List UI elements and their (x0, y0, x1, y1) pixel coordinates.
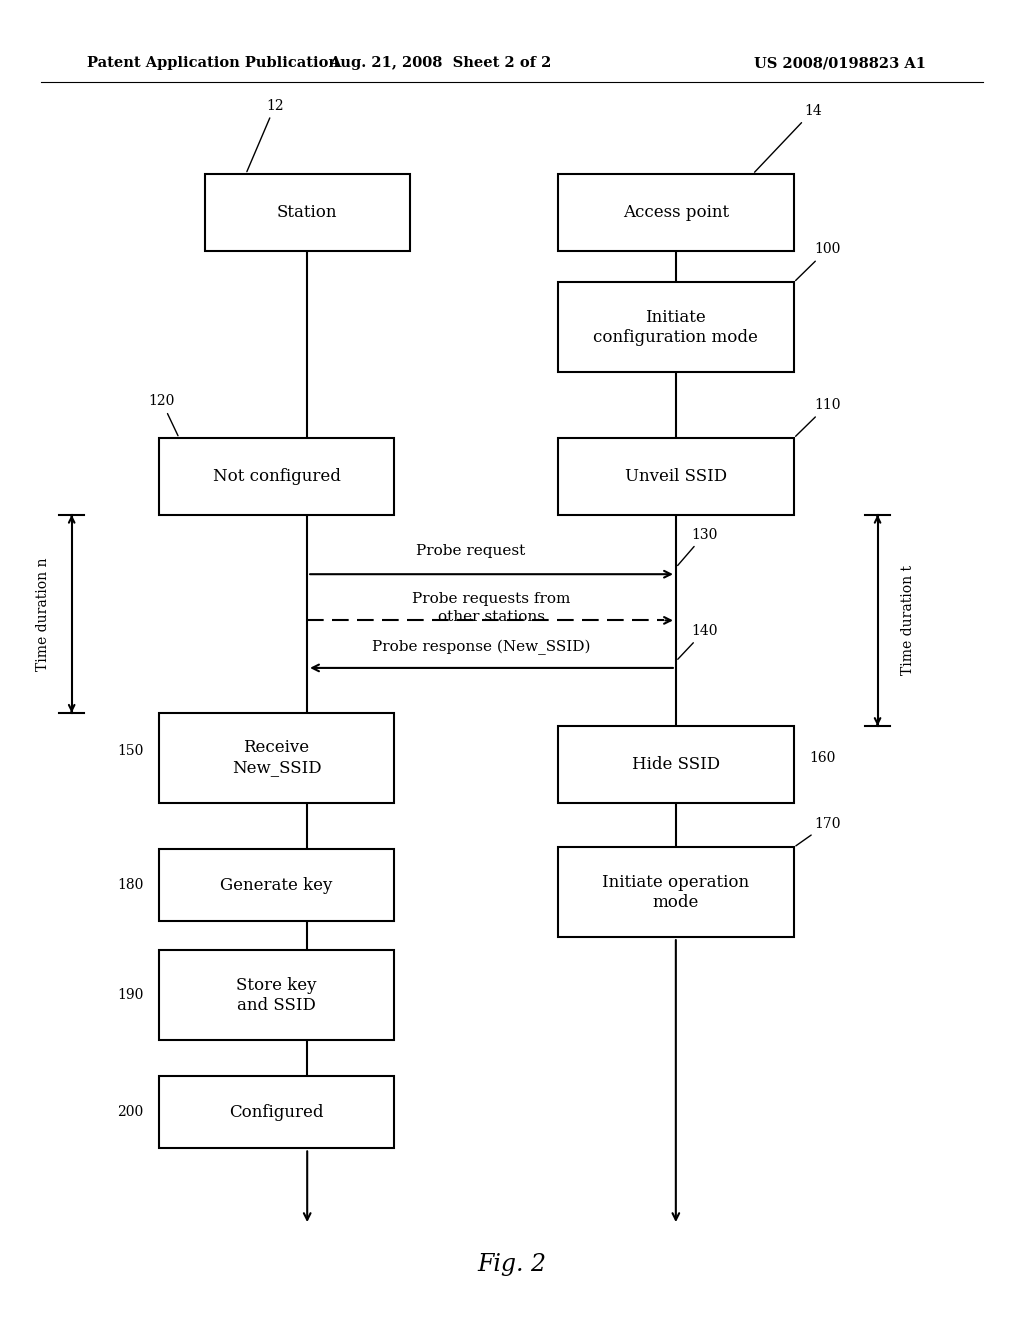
FancyBboxPatch shape (159, 713, 394, 803)
Text: Probe request: Probe request (417, 544, 525, 558)
FancyBboxPatch shape (205, 174, 410, 251)
Text: Initiate operation
mode: Initiate operation mode (602, 874, 750, 911)
FancyBboxPatch shape (558, 726, 794, 803)
Text: 150: 150 (117, 744, 143, 758)
Text: Initiate
configuration mode: Initiate configuration mode (593, 309, 759, 346)
Text: Time duration n: Time duration n (36, 557, 50, 671)
Text: Station: Station (276, 205, 338, 220)
Text: Probe response (New_SSID): Probe response (New_SSID) (372, 639, 591, 655)
Text: 160: 160 (809, 751, 836, 764)
Text: 180: 180 (117, 878, 143, 892)
Text: Not configured: Not configured (213, 469, 340, 484)
FancyBboxPatch shape (558, 438, 794, 515)
FancyBboxPatch shape (558, 282, 794, 372)
FancyBboxPatch shape (159, 438, 394, 515)
Text: Receive
New_SSID: Receive New_SSID (231, 739, 322, 776)
Text: 130: 130 (678, 528, 718, 565)
Text: Store key
and SSID: Store key and SSID (237, 977, 316, 1014)
FancyBboxPatch shape (159, 950, 394, 1040)
Text: 110: 110 (796, 399, 841, 437)
Text: 120: 120 (148, 395, 178, 436)
Text: Aug. 21, 2008  Sheet 2 of 2: Aug. 21, 2008 Sheet 2 of 2 (329, 57, 552, 70)
Text: 12: 12 (247, 99, 284, 172)
Text: Configured: Configured (229, 1104, 324, 1121)
Text: 100: 100 (796, 243, 841, 281)
Text: US 2008/0198823 A1: US 2008/0198823 A1 (754, 57, 926, 70)
Text: 140: 140 (678, 624, 718, 659)
Text: 200: 200 (117, 1105, 143, 1119)
Text: 170: 170 (796, 817, 841, 846)
FancyBboxPatch shape (558, 847, 794, 937)
FancyBboxPatch shape (159, 1076, 394, 1148)
Text: Generate key: Generate key (220, 876, 333, 894)
Text: Access point: Access point (623, 205, 729, 220)
FancyBboxPatch shape (159, 849, 394, 921)
Text: Unveil SSID: Unveil SSID (625, 469, 727, 484)
FancyBboxPatch shape (558, 174, 794, 251)
Text: Patent Application Publication: Patent Application Publication (87, 57, 339, 70)
Text: Time duration t: Time duration t (901, 565, 915, 676)
Text: Probe requests from: Probe requests from (413, 591, 570, 606)
Text: Hide SSID: Hide SSID (632, 756, 720, 772)
Text: Fig. 2: Fig. 2 (477, 1253, 547, 1276)
Text: 190: 190 (117, 989, 143, 1002)
Text: other stations: other stations (438, 610, 545, 624)
Text: 14: 14 (755, 104, 821, 172)
